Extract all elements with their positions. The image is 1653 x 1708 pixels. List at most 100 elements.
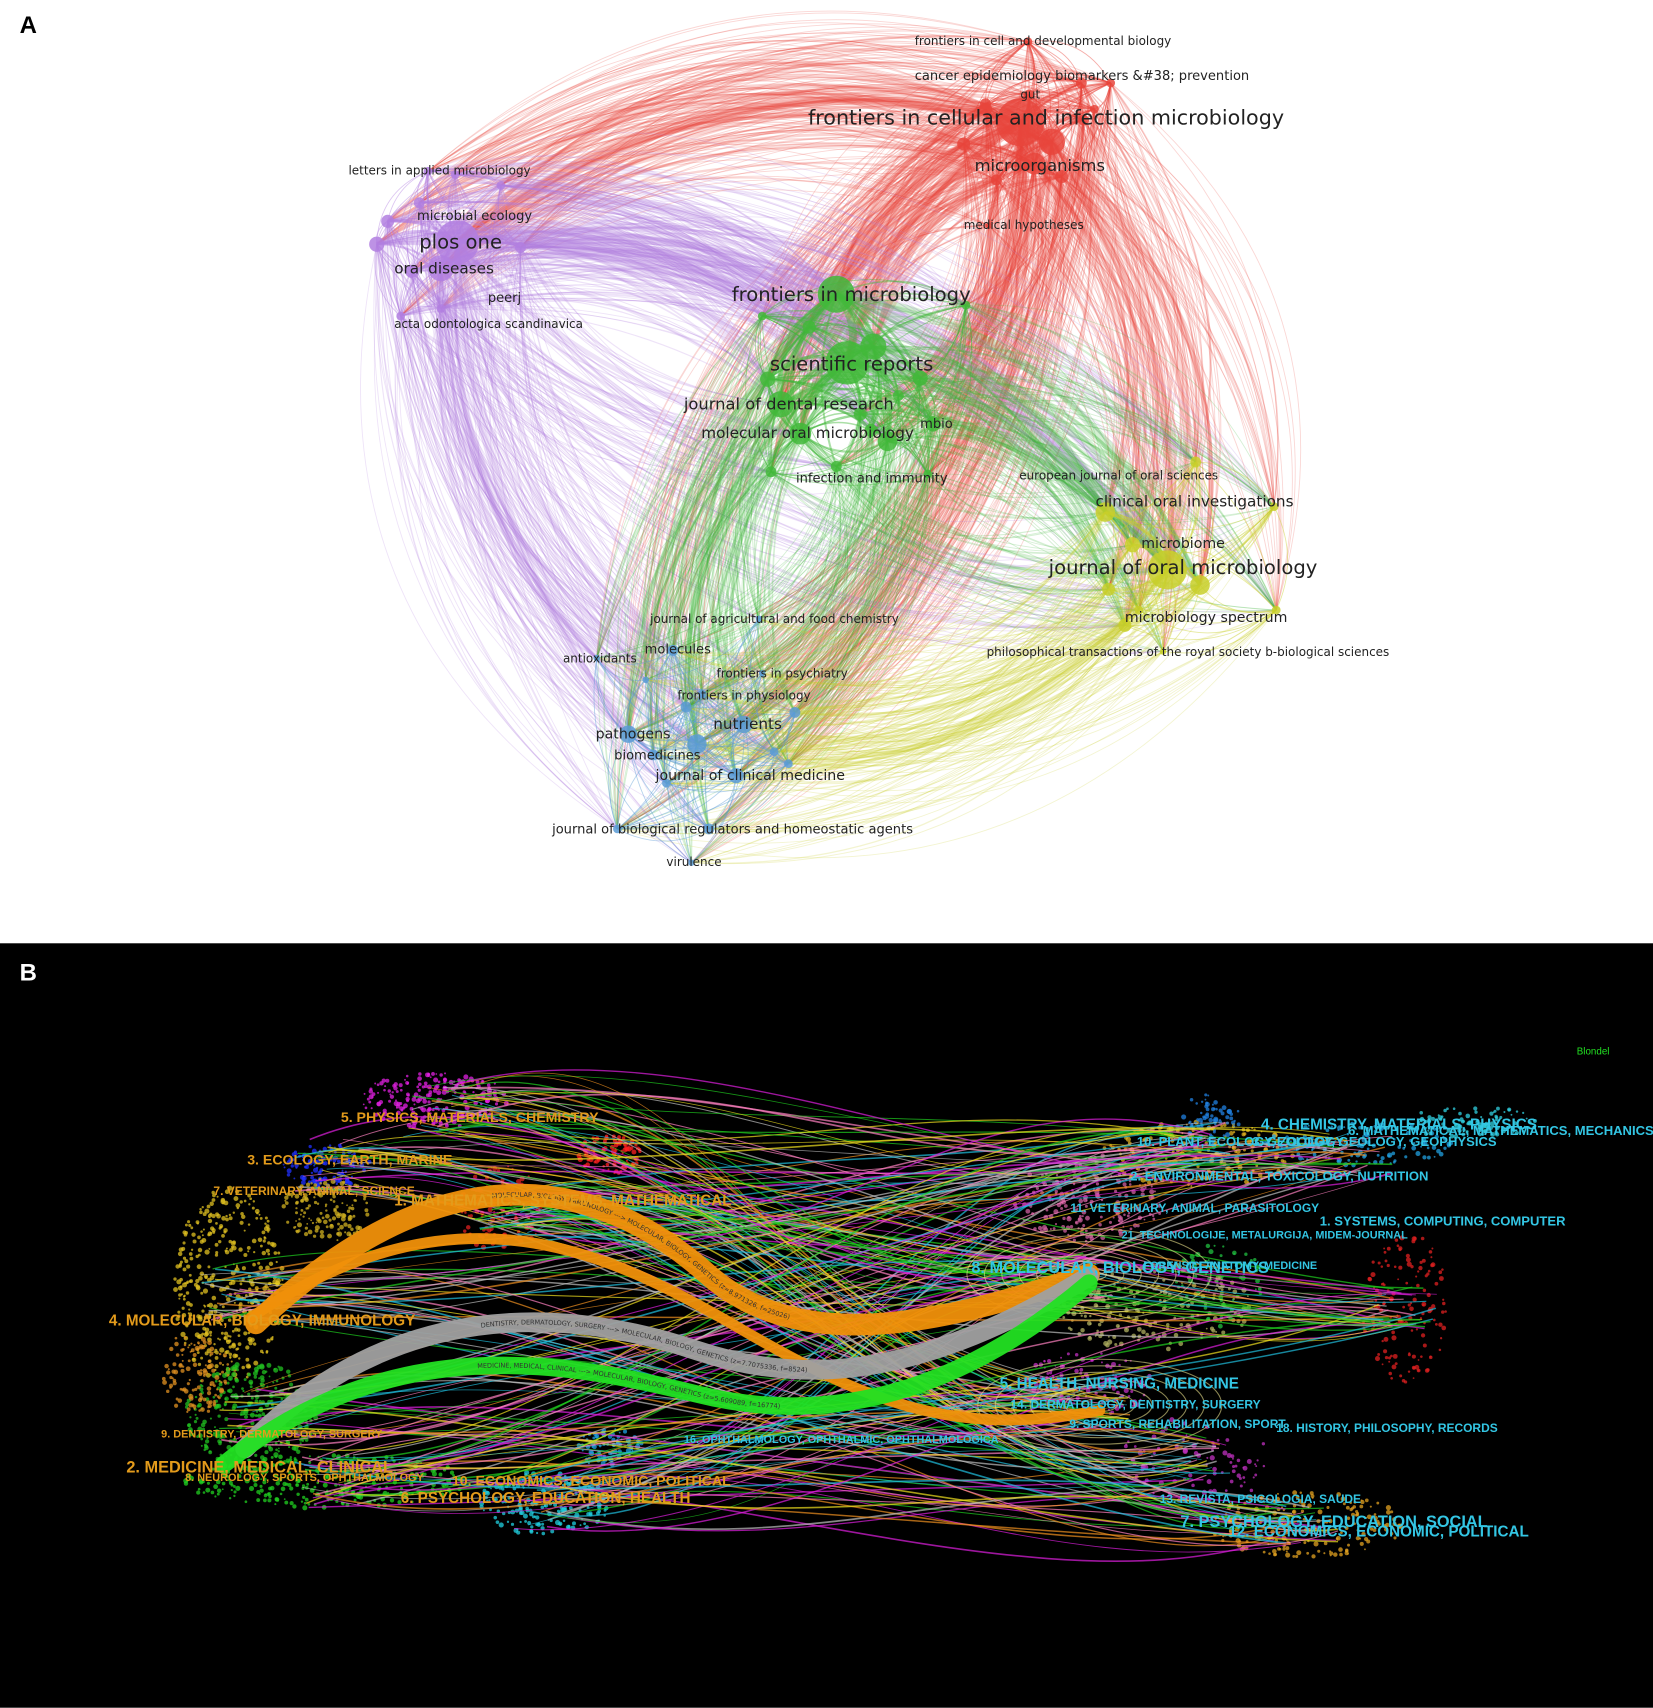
edge [870, 122, 1027, 432]
edge [767, 82, 1111, 380]
dot [444, 1072, 447, 1075]
dot [298, 1218, 301, 1221]
edge [1018, 120, 1213, 586]
dot [431, 1072, 435, 1076]
edge [1061, 176, 1138, 590]
edge [612, 94, 1030, 829]
edge [411, 114, 1035, 272]
dot [227, 1339, 232, 1343]
edge [427, 102, 997, 181]
dot [393, 1086, 398, 1091]
edge [871, 143, 965, 347]
edge [927, 83, 1112, 475]
dot [197, 1334, 201, 1339]
edge [758, 176, 1063, 620]
dot [273, 1367, 276, 1371]
edge [985, 96, 1095, 110]
dot [376, 1083, 380, 1087]
edge [985, 109, 998, 226]
node [789, 706, 801, 718]
dot [190, 1226, 194, 1230]
dot [247, 1301, 250, 1304]
dot [352, 1214, 356, 1218]
edge [793, 122, 1025, 714]
dot [310, 1219, 313, 1222]
dot [214, 1242, 219, 1247]
edge [963, 143, 1277, 611]
edge [932, 141, 1057, 425]
edge [859, 122, 1023, 416]
dot [463, 1229, 467, 1233]
edge [456, 88, 1030, 244]
node [680, 701, 692, 713]
dot [343, 1222, 348, 1227]
dot [524, 1519, 528, 1523]
dot [442, 1086, 447, 1091]
edge [985, 41, 1029, 104]
edge [455, 121, 997, 181]
edge [427, 32, 1082, 172]
edge [788, 109, 992, 764]
dot [277, 1251, 281, 1255]
edge [1034, 163, 1275, 507]
edge [1110, 82, 1302, 611]
edge [743, 163, 1040, 726]
edge [520, 68, 1095, 248]
edge [411, 129, 964, 272]
dot [251, 1238, 257, 1244]
edge [708, 119, 1084, 830]
edge [799, 225, 989, 434]
edge [440, 40, 1028, 269]
dot [554, 1519, 561, 1526]
dot [384, 1085, 387, 1088]
edge [832, 118, 1022, 296]
edge [774, 120, 1092, 753]
edge [440, 45, 1082, 269]
dot [196, 1385, 201, 1390]
edge [886, 121, 1027, 444]
dot [228, 1213, 232, 1217]
node-label: molecules [645, 643, 711, 658]
edge [996, 179, 1145, 611]
dot [197, 1253, 201, 1257]
edge [743, 109, 1001, 725]
edge [1083, 119, 1156, 611]
edge [627, 163, 1036, 736]
edge [455, 96, 1053, 245]
dot [262, 1239, 266, 1243]
dot [284, 1201, 289, 1205]
edge [649, 108, 986, 755]
dot [284, 1500, 289, 1505]
node [784, 759, 793, 768]
edge [1081, 82, 1284, 611]
edge [440, 106, 1021, 310]
dot [493, 1515, 498, 1520]
edge [996, 179, 1206, 586]
dot [221, 1216, 226, 1221]
edge [1094, 108, 1179, 545]
dot [189, 1256, 194, 1261]
edge [652, 41, 1029, 755]
dot [204, 1275, 208, 1280]
edge [794, 176, 1063, 713]
dot [383, 1088, 386, 1092]
dot [162, 1380, 167, 1385]
edge [617, 109, 1095, 830]
edge [685, 83, 1083, 708]
dot [495, 1520, 500, 1524]
edge [735, 94, 1042, 776]
edge [1093, 109, 1159, 611]
panel-a-edges [360, 10, 1302, 865]
dot [168, 1383, 174, 1388]
edge [758, 225, 990, 620]
edge [963, 143, 1109, 513]
edge [1028, 94, 1275, 507]
dot [209, 1373, 212, 1376]
edge [427, 102, 964, 172]
node [642, 676, 650, 684]
node-label: philosophical transactions of the royal … [987, 645, 1390, 659]
edge [1033, 162, 1129, 513]
edge [773, 179, 998, 752]
dot [426, 1084, 432, 1090]
edge [932, 108, 1014, 425]
